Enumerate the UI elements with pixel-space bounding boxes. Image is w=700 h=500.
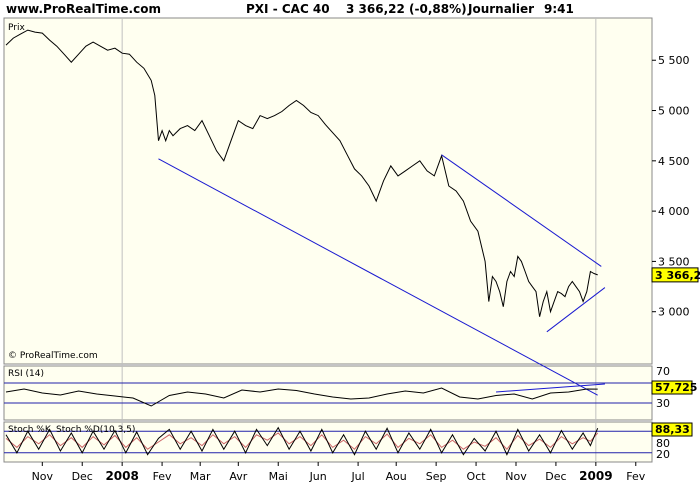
period-text: Journalier xyxy=(468,2,535,16)
last-price-box: 3 366,22 xyxy=(651,267,700,283)
x-tick-label: Sep xyxy=(426,470,447,483)
quote-text: 3 366,22 (-0,88%) xyxy=(346,2,467,16)
rsi-series xyxy=(5,387,598,407)
x-tick-label: Jun xyxy=(309,470,327,483)
chart-header: www.ProRealTime.com PXI - CAC 40 3 366,2… xyxy=(0,0,700,18)
x-tick-label: Oct xyxy=(467,470,487,483)
site-name: www.ProRealTime.com xyxy=(6,2,161,16)
trendline-3 xyxy=(546,287,606,333)
last-price-label: 3 366,22 xyxy=(655,269,700,282)
x-tick-label: 2008 xyxy=(105,469,138,483)
copyright-text: © ProRealTime.com xyxy=(8,351,98,361)
trendline-1 xyxy=(158,158,598,396)
price-series xyxy=(5,29,598,317)
x-tick-label: Jul xyxy=(350,470,364,483)
x-tick-label: Fev xyxy=(626,470,645,483)
y-tick-label: 4 500 xyxy=(658,155,690,168)
rsi-label: RSI (14) xyxy=(8,369,44,379)
grid-lines xyxy=(121,18,597,462)
price-panel xyxy=(3,17,653,365)
stoch-last-box xyxy=(651,422,693,437)
y-axis-ticks: 3 000 3 500 4 000 4 500 5 000 5 500 xyxy=(652,54,690,319)
stoch-d-label: Stoch %D(10,3,5) xyxy=(56,425,135,435)
x-axis-ticks: Nov Dec 2008 Fev Mar Avr Mai Jun Jul Aou Sep Oct Nov… xyxy=(32,462,646,483)
x-tick-label: Mar xyxy=(190,470,211,483)
rsi-level-70-label: 70 xyxy=(656,365,670,378)
x-tick-label: Dec xyxy=(72,470,93,483)
y-tick-label: 5 000 xyxy=(658,105,690,118)
x-tick-label: Nov xyxy=(505,470,527,483)
trendline-2 xyxy=(441,154,602,267)
x-tick-label: Avr xyxy=(229,470,247,483)
x-tick-label: Dec xyxy=(545,470,566,483)
y-tick-label: 3 000 xyxy=(658,306,690,319)
stoch-k-label: Stoch %K xyxy=(8,425,52,435)
stoch-level-20-label: 20 xyxy=(656,448,670,461)
x-tick-label: Fev xyxy=(153,470,172,483)
trendlines xyxy=(158,154,606,396)
rsi-panel xyxy=(3,365,653,421)
rsi-trendline xyxy=(495,383,605,393)
stoch-level-80-label: 80 xyxy=(656,437,670,450)
x-tick-label: Aou xyxy=(386,470,407,483)
stoch-last-label: 88,33 xyxy=(655,423,690,436)
price-panel-label: Prix xyxy=(8,23,25,33)
y-tick-label: 5 500 xyxy=(658,54,690,67)
x-tick-label: Nov xyxy=(32,470,54,483)
rsi-last-box xyxy=(651,380,693,395)
y-tick-label: 4 000 xyxy=(658,205,690,218)
rsi-last-label: 57,725 xyxy=(655,381,697,394)
stoch-k-series xyxy=(5,426,599,456)
time-text: 9:41 xyxy=(544,2,574,16)
x-tick-label: Mai xyxy=(269,470,288,483)
x-tick-label: 2009 xyxy=(579,469,612,483)
y-tick-label: 3 500 xyxy=(658,255,690,268)
rsi-level-30-label: 30 xyxy=(656,397,670,410)
instrument-name: PXI - CAC 40 xyxy=(246,2,330,16)
